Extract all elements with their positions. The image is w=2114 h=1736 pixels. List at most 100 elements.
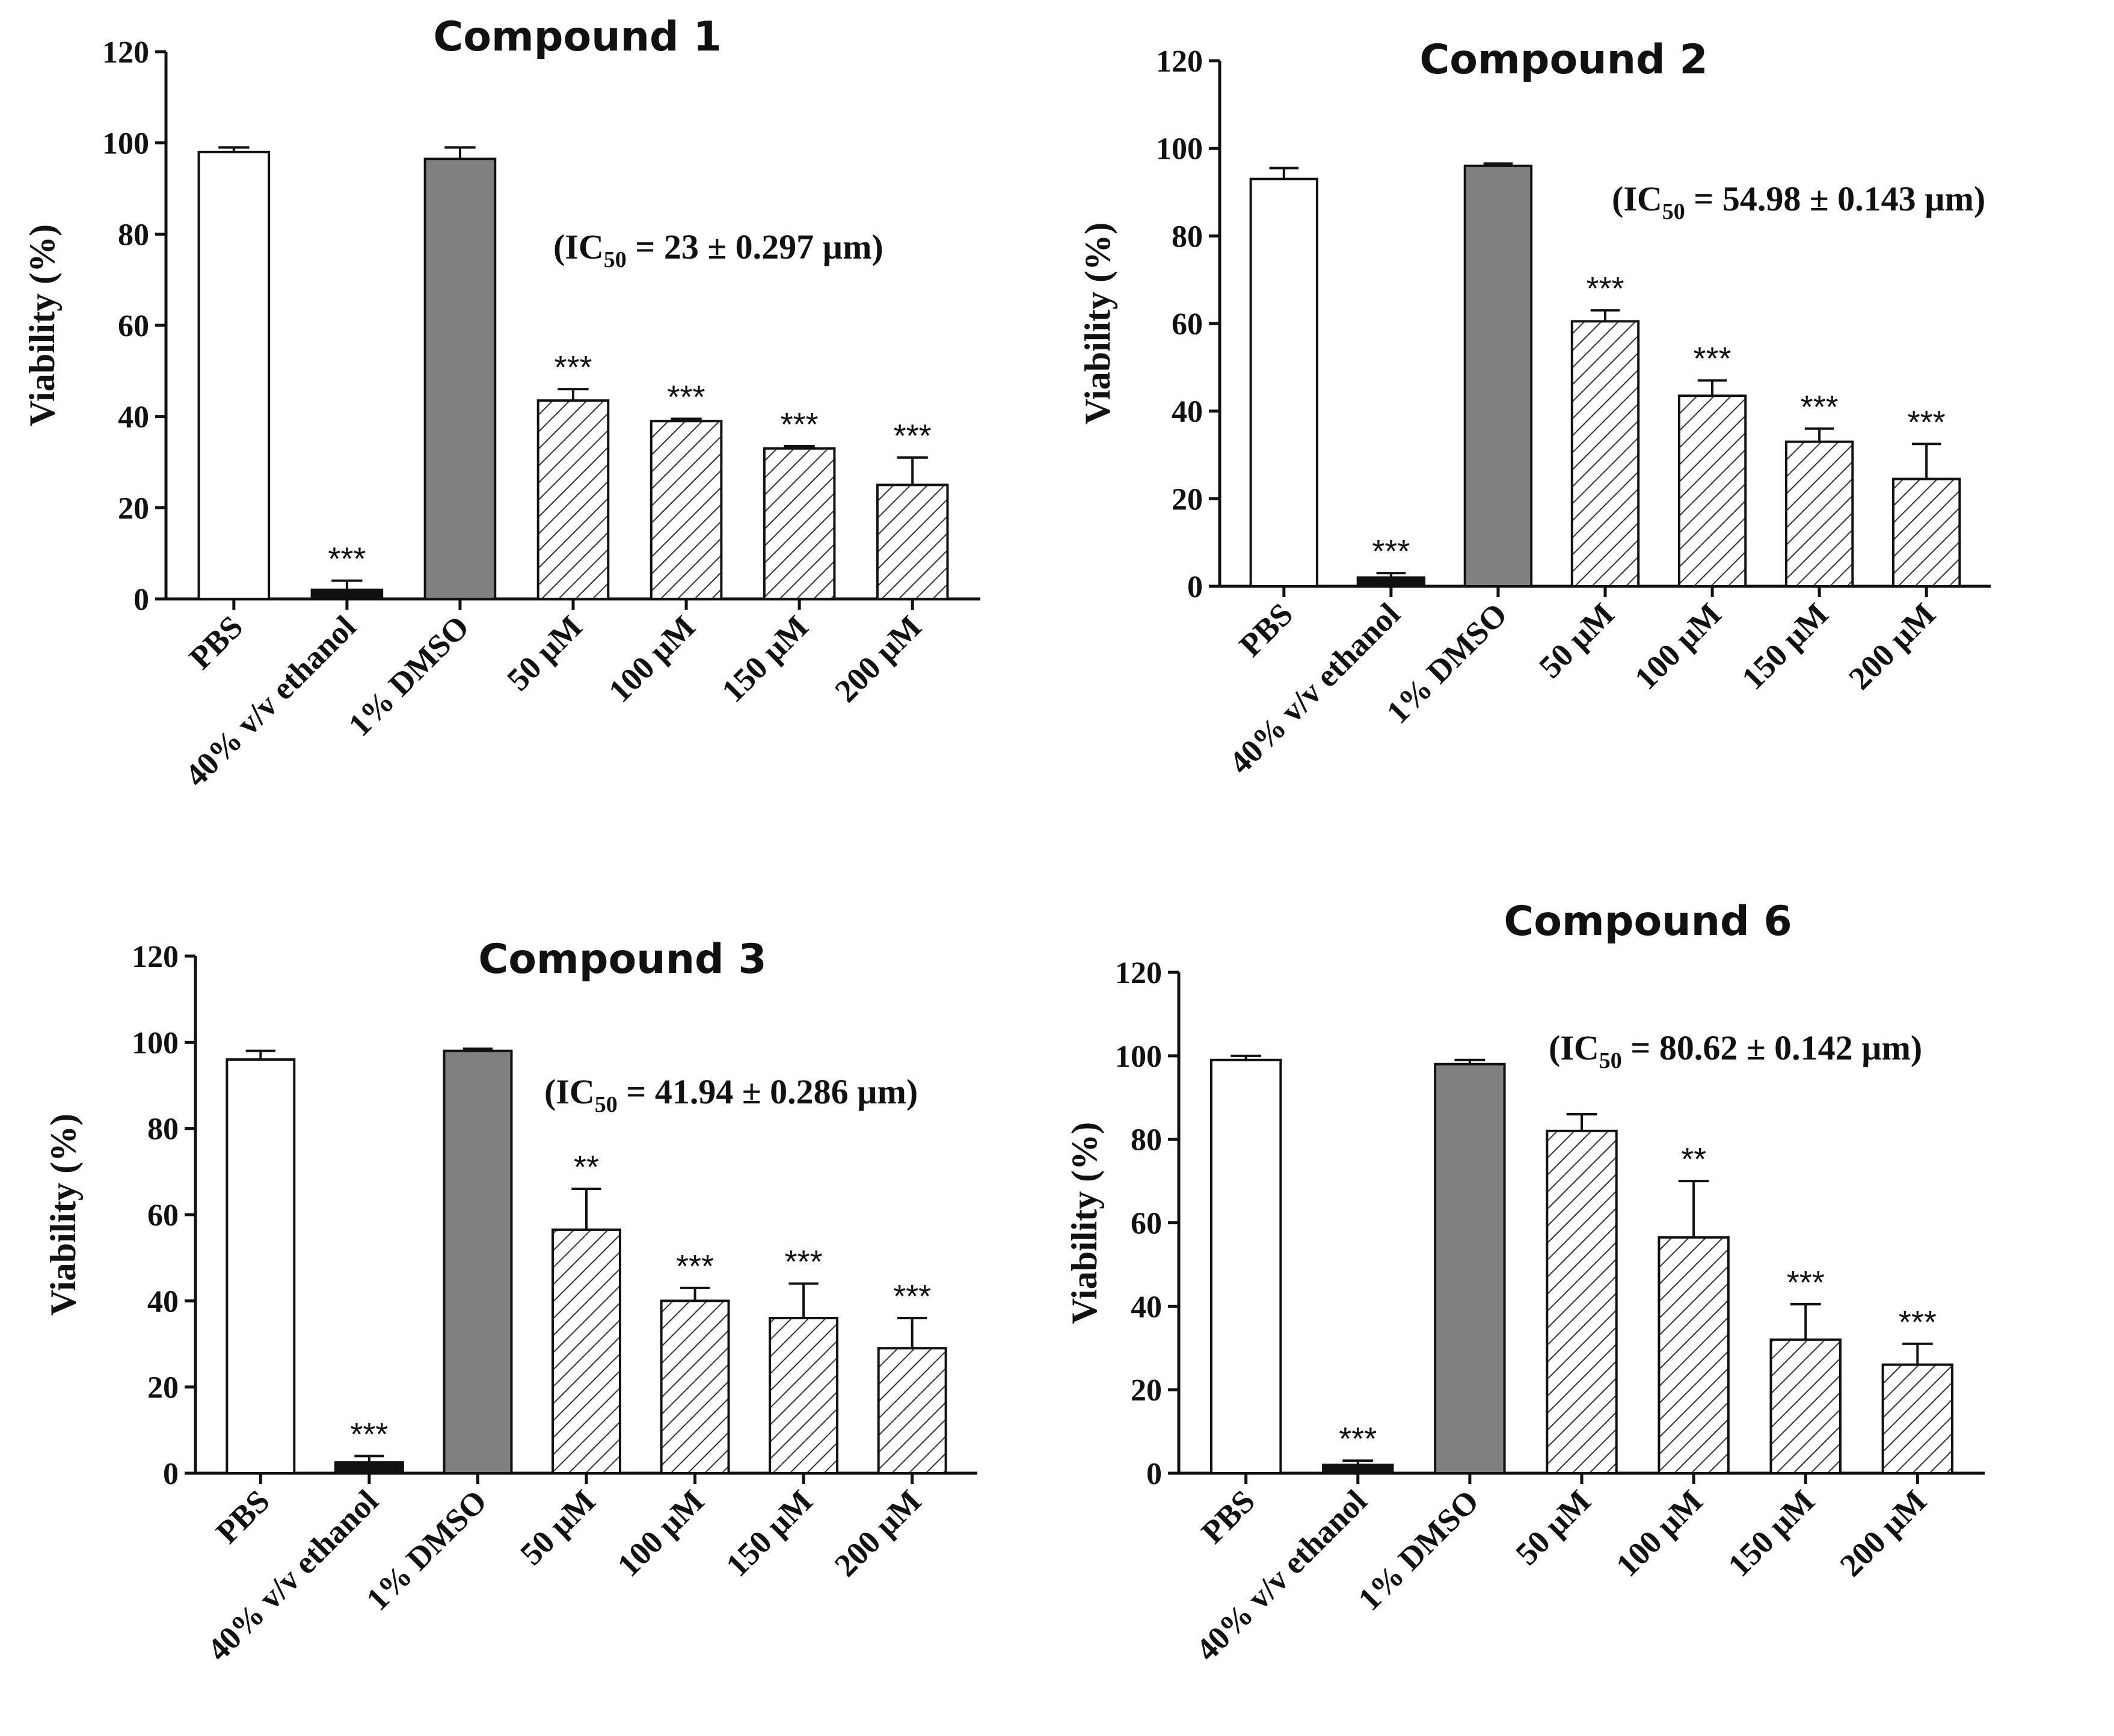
y-tick-label: 0 bbox=[1146, 1457, 1162, 1491]
y-tick-label: 100 bbox=[1156, 132, 1203, 167]
bar bbox=[1356, 576, 1426, 588]
ic50-prefix: (IC bbox=[1612, 179, 1662, 218]
ic50-prefix: (IC bbox=[553, 227, 604, 266]
y-tick-label: 20 bbox=[118, 491, 149, 526]
x-tick-label: 150 µM bbox=[714, 609, 815, 709]
y-axis-label: Viability (%) bbox=[1078, 222, 1117, 425]
bar bbox=[1891, 477, 1961, 588]
significance-label: *** bbox=[1339, 1421, 1377, 1457]
ic50-subscript: 50 bbox=[1662, 199, 1685, 224]
significance-label: *** bbox=[785, 1244, 823, 1280]
significance-label: *** bbox=[350, 1416, 388, 1452]
y-tick-label: 80 bbox=[1172, 219, 1203, 254]
y-tick-label: 60 bbox=[1172, 307, 1203, 342]
bar bbox=[443, 1049, 513, 1474]
y-tick-label: 40 bbox=[1131, 1290, 1162, 1324]
chart-panel-2: Compound 2 (IC50 = 54.98 ± 0.143 µm) Viabi… bbox=[1078, 36, 1991, 781]
bar bbox=[877, 1347, 947, 1475]
bar bbox=[769, 1317, 839, 1474]
significance-label: *** bbox=[1787, 1265, 1825, 1301]
bar bbox=[1769, 1338, 1842, 1475]
bar bbox=[1463, 164, 1533, 587]
significance-label: *** bbox=[668, 379, 705, 415]
bar bbox=[876, 483, 949, 601]
bar bbox=[763, 447, 836, 600]
y-tick-label: 60 bbox=[1131, 1207, 1162, 1241]
ic50-subscript: 50 bbox=[1599, 1048, 1622, 1073]
bar bbox=[1570, 320, 1640, 587]
ic50-value: = 80.62 ± 0.142 µm) bbox=[1622, 1028, 1922, 1067]
x-tick-label: 1% DMSO bbox=[342, 609, 476, 743]
x-tick-label: PBS bbox=[209, 1483, 276, 1550]
bar bbox=[1434, 1063, 1506, 1474]
ic50-value: = 54.98 ± 0.143 µm) bbox=[1685, 179, 1985, 218]
ic50-value: = 41.94 ± 0.286 µm) bbox=[618, 1072, 918, 1111]
bar bbox=[1677, 394, 1747, 587]
x-tick-label: 200 µM bbox=[828, 1483, 928, 1583]
y-tick-label: 40 bbox=[147, 1284, 179, 1319]
y-tick-label: 80 bbox=[1131, 1123, 1162, 1158]
ic50-annotation: (IC50 = 54.98 ± 0.143 µm) bbox=[1612, 179, 1985, 224]
x-tick-label: 1% DMSO bbox=[1351, 1483, 1486, 1618]
x-tick-label: PBS bbox=[182, 609, 250, 676]
bar bbox=[660, 1299, 730, 1474]
significance-label: *** bbox=[781, 406, 819, 443]
x-tick-label: 100 µM bbox=[610, 1483, 711, 1583]
x-tick-label: 50 µM bbox=[513, 1483, 602, 1572]
y-tick-label: 60 bbox=[118, 309, 149, 343]
x-tick-label: PBS bbox=[1232, 596, 1300, 663]
x-tick-label: 150 µM bbox=[1721, 1483, 1821, 1583]
y-tick-label: 80 bbox=[118, 218, 149, 252]
bar bbox=[334, 1461, 404, 1474]
y-tick-label: 0 bbox=[1187, 570, 1203, 604]
significance-label: *** bbox=[328, 541, 366, 577]
x-tick-label: 150 µM bbox=[719, 1483, 819, 1583]
bar bbox=[1881, 1363, 1954, 1474]
y-axis-label: Viability (%) bbox=[22, 224, 62, 426]
bar bbox=[310, 588, 384, 600]
y-axis-label: Viability (%) bbox=[1065, 1122, 1104, 1324]
significance-label: *** bbox=[1694, 341, 1731, 377]
bar bbox=[552, 1228, 621, 1475]
y-tick-label: 100 bbox=[132, 1026, 179, 1060]
y-tick-label: 20 bbox=[1131, 1373, 1162, 1408]
significance-label: *** bbox=[1908, 404, 1946, 440]
y-tick-label: 120 bbox=[1156, 44, 1203, 79]
ic50-annotation: (IC50 = 23 ± 0.297 µm) bbox=[553, 227, 883, 272]
ic50-value: = 23 ± 0.297 µm) bbox=[627, 227, 883, 266]
bar bbox=[197, 150, 271, 601]
y-tick-label: 100 bbox=[1115, 1040, 1162, 1074]
ic50-prefix: (IC bbox=[1549, 1028, 1599, 1067]
ic50-annotation: (IC50 = 41.94 ± 0.286 µm) bbox=[544, 1072, 918, 1117]
bar bbox=[1249, 177, 1319, 587]
significance-label: *** bbox=[894, 418, 932, 454]
bar bbox=[1209, 1058, 1282, 1474]
x-tick-label: 100 µM bbox=[601, 609, 702, 709]
y-tick-label: 0 bbox=[134, 583, 149, 617]
ic50-prefix: (IC bbox=[544, 1072, 595, 1111]
x-tick-label: 200 µM bbox=[1833, 1483, 1934, 1583]
significance-label: *** bbox=[1899, 1304, 1937, 1340]
significance-label: ** bbox=[574, 1149, 599, 1185]
significance-label: *** bbox=[554, 349, 592, 385]
bar bbox=[1546, 1129, 1618, 1474]
chart-panel-3: Compound 3 (IC50 = 41.94 ± 0.286 µm) Viabi… bbox=[43, 936, 977, 1668]
x-tick-label: 100 µM bbox=[1627, 596, 1728, 696]
x-tick-label: 200 µM bbox=[828, 609, 928, 709]
bar bbox=[226, 1058, 296, 1474]
chart-title: Compound 2 bbox=[1419, 36, 1707, 84]
y-tick-label: 100 bbox=[102, 127, 149, 161]
y-tick-label: 120 bbox=[132, 940, 179, 974]
bar bbox=[1658, 1236, 1730, 1475]
y-tick-label: 80 bbox=[147, 1112, 179, 1147]
chart-title: Compound 1 bbox=[433, 13, 721, 61]
bar bbox=[536, 399, 610, 600]
x-tick-label: 50 µM bbox=[1508, 1483, 1597, 1572]
bar bbox=[650, 420, 723, 600]
x-tick-label: 150 µM bbox=[1735, 596, 1835, 696]
significance-label: *** bbox=[1586, 271, 1624, 307]
significance-label: ** bbox=[1681, 1141, 1706, 1177]
y-tick-label: 40 bbox=[1172, 395, 1203, 429]
bar bbox=[423, 158, 497, 601]
